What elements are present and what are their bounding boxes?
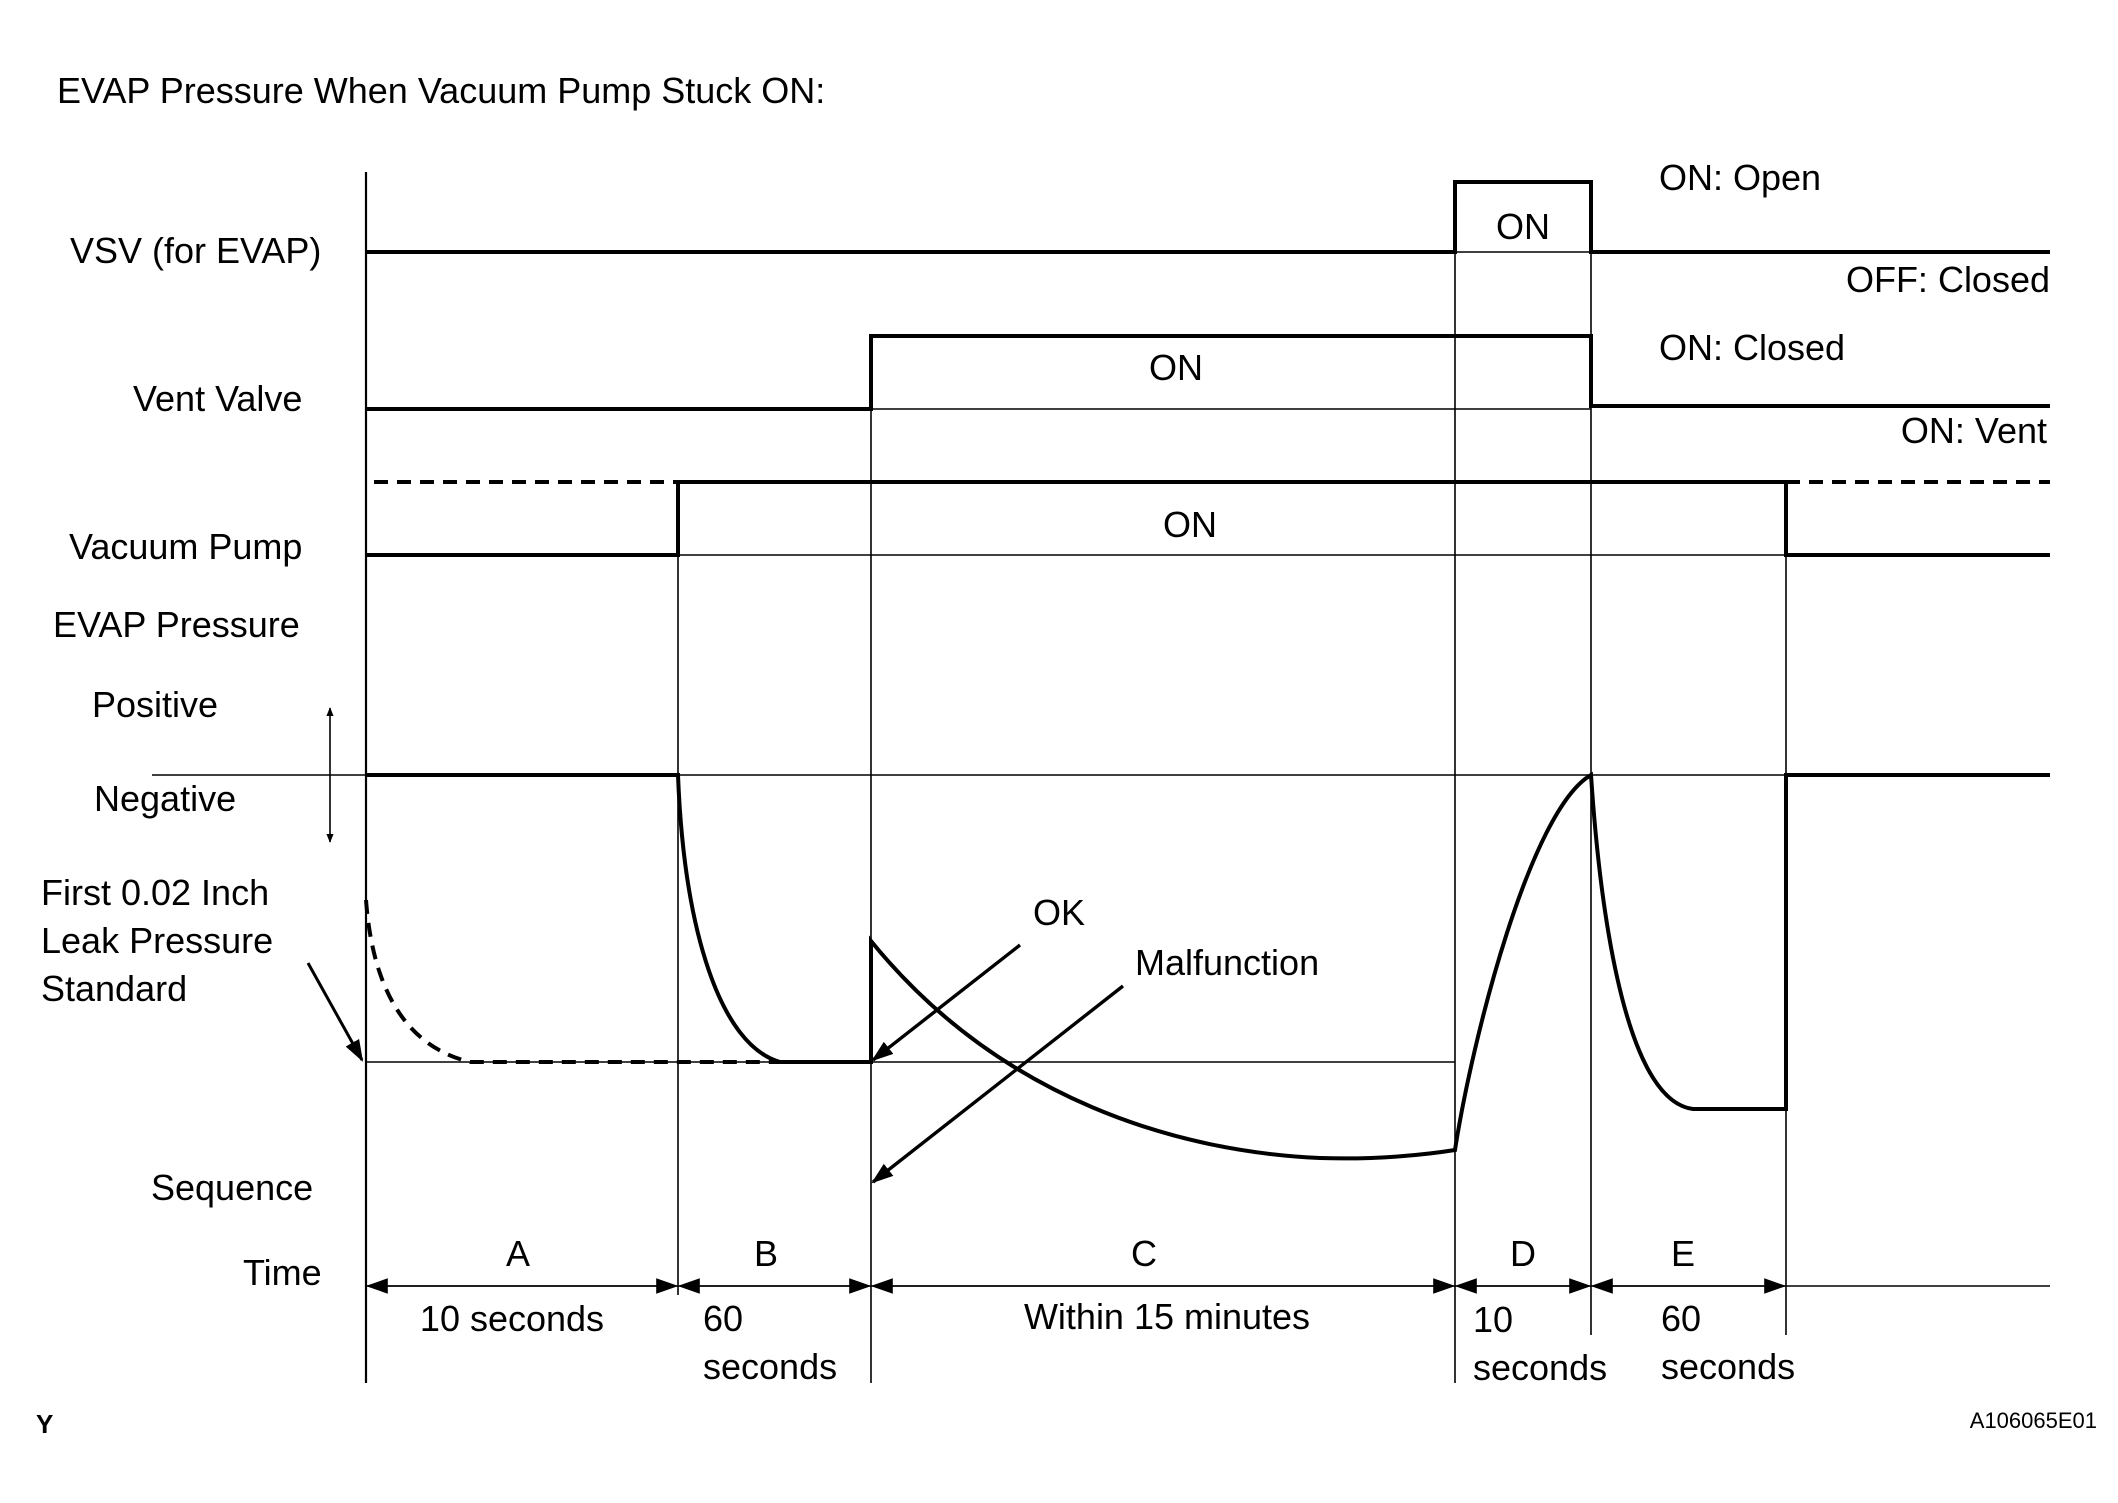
time-label: Time: [243, 1252, 322, 1293]
vent-valve-state-on: ON: Closed: [1659, 327, 1845, 368]
vacuum-pump-label: Vacuum Pump: [69, 526, 302, 567]
vsv-signal: [366, 180, 2050, 254]
standard-label-line-1: First 0.02 Inch: [41, 872, 269, 913]
ok-label: OK: [1033, 892, 1085, 933]
sequence-step-d: D: [1510, 1233, 1536, 1274]
vent-valve-label: Vent Valve: [133, 378, 302, 419]
duration-a: 10 seconds: [420, 1298, 604, 1339]
evap-pressure-curve: [366, 771, 2050, 1161]
duration-d-line-1: 10: [1473, 1299, 1513, 1340]
standard-arrow: [306, 962, 364, 1062]
standard-decay-curve: [364, 899, 780, 1064]
vsv-label: VSV (for EVAP): [70, 230, 321, 271]
corner-letter: Y: [36, 1409, 53, 1439]
duration-b-line-1: 60: [703, 1298, 743, 1339]
duration-d-line-2: seconds: [1473, 1347, 1607, 1388]
vent-valve-state-off: ON: Vent: [1901, 410, 2047, 451]
vsv-on-text: ON: [1496, 206, 1550, 247]
standard-label-line-3: Standard: [41, 968, 187, 1009]
vsv-state-off: OFF: Closed: [1846, 259, 2050, 300]
vsv-state-on: ON: Open: [1659, 157, 1821, 198]
sequence-step-a: A: [506, 1233, 530, 1274]
vent-valve-on-text: ON: [1149, 347, 1203, 388]
figure-code: A106065E01: [1970, 1408, 2097, 1433]
sequence-step-e: E: [1671, 1233, 1695, 1274]
duration-b-line-2: seconds: [703, 1346, 837, 1387]
standard-label-line-2: Leak Pressure: [41, 920, 273, 961]
duration-e-line-1: 60: [1661, 1298, 1701, 1339]
malfunction-label: Malfunction: [1135, 942, 1319, 983]
malfunction-arrow: [871, 984, 1125, 1184]
vacuum-pump-signal: [366, 480, 2050, 557]
vacuum-pump-on-text: ON: [1163, 504, 1217, 545]
evap-pressure-label: EVAP Pressure: [53, 604, 300, 645]
diagram-title: EVAP Pressure When Vacuum Pump Stuck ON:: [57, 70, 825, 111]
sequence-step-c: C: [1131, 1233, 1157, 1274]
sequence-step-b: B: [754, 1233, 778, 1274]
duration-c: Within 15 minutes: [1024, 1296, 1310, 1337]
duration-e-line-2: seconds: [1661, 1346, 1795, 1387]
ok-arrow: [871, 943, 1022, 1062]
sequence-label: Sequence: [151, 1167, 313, 1208]
vent-valve-signal: [366, 334, 2050, 411]
positive-label: Positive: [92, 684, 218, 725]
negative-label: Negative: [94, 778, 236, 819]
